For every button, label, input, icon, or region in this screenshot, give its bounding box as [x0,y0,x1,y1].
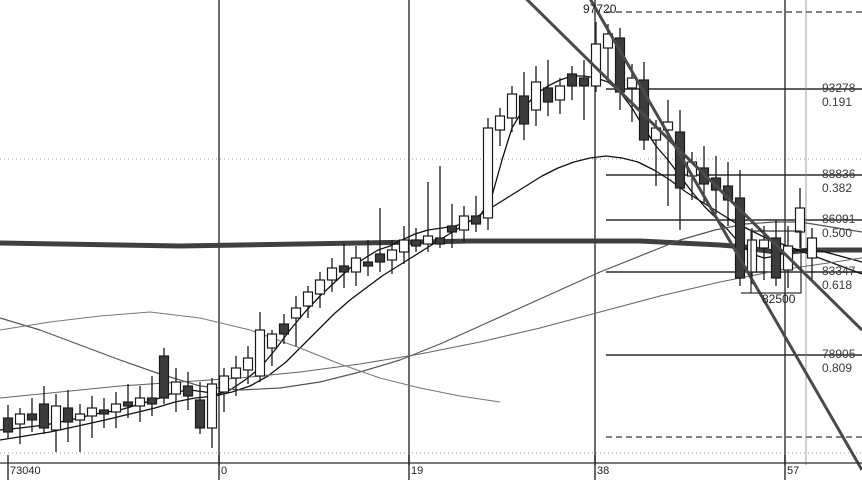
candle-body[interactable] [734,197,746,279]
candle-body[interactable] [350,257,362,273]
candle-body[interactable] [206,383,218,429]
candle-body[interactable] [134,397,146,407]
candle-body[interactable] [218,375,230,393]
candle-body[interactable] [794,207,806,233]
candle-body[interactable] [566,73,578,87]
ma-fast [0,75,862,431]
candle-body[interactable] [446,225,458,233]
ma-slow [0,221,862,391]
candle-body[interactable] [110,403,122,413]
selection-rectangle[interactable] [750,230,802,294]
candle-body[interactable] [554,85,566,101]
candle-body[interactable] [326,267,338,281]
candle-body[interactable] [422,235,434,245]
candle-body[interactable] [458,215,470,231]
fib-ratio-0.500: 0.500 [822,226,853,240]
candle-body[interactable] [410,239,422,247]
candle-body[interactable] [170,381,182,395]
candle-body[interactable] [62,407,74,423]
candle-body[interactable] [254,329,266,377]
downtrend-lower[interactable] [585,0,862,471]
candle-body[interactable] [98,409,110,415]
candle-body[interactable] [518,95,530,125]
candle-body[interactable] [2,417,14,433]
x-axis-tick-0: 73040 [10,465,41,477]
x-axis-tick-4: 57 [787,465,800,477]
fib-price-0.191: 93278 [822,81,856,95]
candle-body[interactable] [230,367,242,379]
fib-ratio-0.809: 0.809 [822,361,853,375]
fib-price-0.500: 86091 [822,212,856,226]
fib-price-0.618: 83347 [822,264,856,278]
ma-slowest [0,257,862,399]
candle-body[interactable] [194,399,206,429]
candle-body[interactable] [770,237,782,279]
candle-body[interactable] [626,77,638,89]
candle-body[interactable] [14,413,26,425]
swing-high-label: 97720 [583,2,617,16]
candle-body[interactable] [398,239,410,253]
swing-low-label: 82500 [762,292,796,306]
x-axis-tick-2: 19 [411,465,424,477]
fib-ratio-0.191: 0.191 [822,95,853,109]
candle-body[interactable] [302,291,314,307]
candle-body[interactable] [242,357,254,371]
candle-body[interactable] [182,385,194,397]
candle-body[interactable] [266,333,278,349]
candle-body[interactable] [122,401,134,407]
ma-lower-left-curve [0,311,501,403]
candle-body[interactable] [314,279,326,295]
candle-body[interactable] [338,265,350,273]
candle-body[interactable] [38,403,50,429]
fib-price-0.382: 88836 [822,167,856,181]
candle-body[interactable] [74,413,86,421]
candle-body[interactable] [806,237,818,259]
candle-body[interactable] [494,115,506,131]
candle-body[interactable] [146,397,158,405]
candle-body[interactable] [542,87,554,103]
candle-body[interactable] [50,405,62,431]
candle-body[interactable] [386,249,398,261]
candle-body[interactable] [506,93,518,119]
candle-body[interactable] [434,237,446,245]
candle-body[interactable] [290,307,302,319]
candle-body[interactable] [578,77,590,87]
candle-body[interactable] [602,33,614,49]
candle-body[interactable] [362,261,374,267]
candle-body[interactable] [86,407,98,417]
candle-body[interactable] [470,215,482,225]
candle-body[interactable] [758,239,770,249]
candle-body[interactable] [530,81,542,111]
candle-body[interactable] [374,253,386,263]
x-axis-tick-1: 0 [221,465,228,477]
candle-body[interactable] [746,239,758,273]
ma-medium [0,155,862,441]
candle-body[interactable] [26,413,38,421]
candle-body[interactable] [158,355,170,399]
candle-body[interactable] [278,323,290,335]
x-axis-tick-3: 38 [597,465,610,477]
fib-ratio-0.382: 0.382 [822,181,853,195]
candle-body[interactable] [482,127,494,219]
fib-ratio-0.618: 0.618 [822,278,853,292]
fib-price-0.809: 78905 [822,347,856,361]
